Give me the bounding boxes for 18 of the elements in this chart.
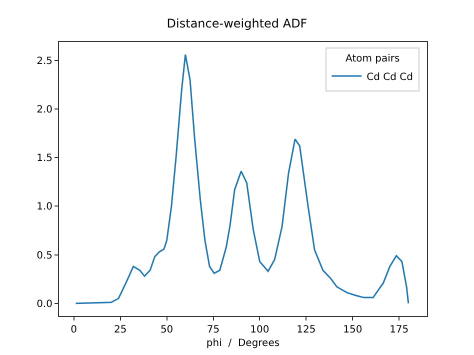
legend-title: Atom pairs <box>346 53 400 64</box>
x-tick-label: 175 <box>390 324 409 336</box>
y-tick-label: 1.5 <box>36 153 52 164</box>
x-tick-label: 150 <box>343 324 362 336</box>
legend-label: Cd Cd Cd <box>366 72 413 83</box>
y-tick-label: 0.5 <box>36 250 52 262</box>
x-tick-label: 0 <box>70 324 78 336</box>
x-axis-title: phi / Degrees <box>206 338 280 349</box>
y-tick-label: 2.0 <box>36 104 52 116</box>
x-tick-label: 100 <box>250 324 270 336</box>
chart-title: Distance-weighted ADF <box>166 16 308 30</box>
x-tick-label: 50 <box>160 324 174 336</box>
y-tick-label: 1.0 <box>36 202 52 213</box>
y-tick-label: 2.5 <box>36 56 52 67</box>
y-tick-label: 0.0 <box>36 298 52 310</box>
x-tick-label: 125 <box>296 324 316 336</box>
x-tick-label: 25 <box>114 324 127 336</box>
x-tick-label: 75 <box>206 324 220 336</box>
